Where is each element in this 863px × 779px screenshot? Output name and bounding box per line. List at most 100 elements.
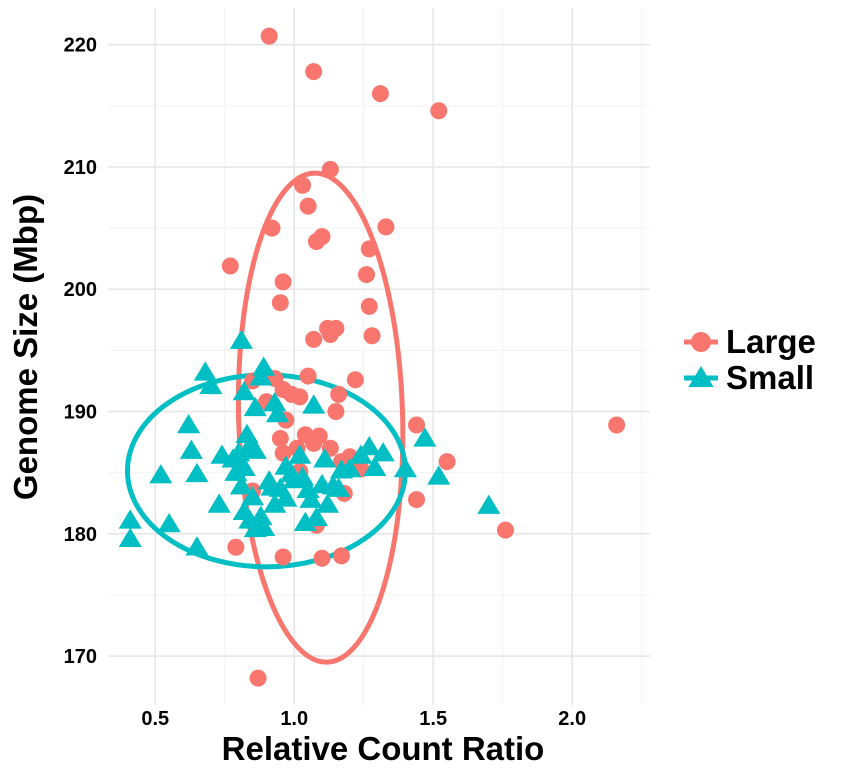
series-small (118, 329, 501, 556)
point-small (118, 509, 142, 529)
point-small (157, 513, 181, 533)
point-small (265, 402, 290, 423)
point-large (327, 403, 345, 421)
y-tick-label: 200 (64, 279, 97, 301)
point-large (274, 444, 292, 462)
point-large (260, 27, 278, 45)
point-small (207, 493, 231, 513)
point-small (199, 374, 223, 395)
x-tick-label: 1.0 (280, 708, 308, 730)
point-small (252, 356, 276, 376)
y-tick-label: 170 (64, 646, 97, 668)
point-small (274, 455, 298, 475)
point-small (118, 527, 142, 547)
point-small (243, 396, 267, 417)
point-small (299, 488, 323, 508)
y-tick-label: 210 (64, 157, 97, 179)
point-small (427, 465, 451, 485)
point-large (360, 240, 378, 258)
legend-label: Large (726, 323, 816, 360)
point-large (321, 325, 339, 343)
point-small (363, 456, 387, 477)
point-small (327, 477, 351, 497)
point-large (305, 63, 323, 81)
point-small (179, 439, 203, 459)
point-large (249, 669, 267, 687)
point-small (288, 444, 312, 464)
point-small (193, 361, 217, 381)
point-small (329, 459, 354, 479)
point-small (477, 494, 501, 514)
point-large (274, 548, 292, 566)
point-small (282, 469, 306, 489)
point-large (496, 521, 514, 539)
x-axis-title: Relative Count Ratio (222, 730, 545, 767)
point-small (227, 442, 251, 462)
point-large (363, 327, 381, 345)
series-large (221, 27, 626, 687)
point-large (321, 160, 339, 178)
point-small (232, 380, 256, 401)
point-small (263, 391, 287, 412)
point-large (291, 388, 309, 406)
point-small (177, 413, 201, 434)
point-large (305, 434, 323, 452)
y-tick-label: 190 (64, 402, 97, 424)
point-large (360, 297, 378, 315)
point-small (413, 427, 437, 447)
point-large (438, 453, 456, 471)
point-large (271, 294, 289, 312)
point-small (393, 457, 417, 478)
point-large (274, 273, 292, 291)
legend-label: Small (726, 359, 814, 396)
ellipse-large (235, 170, 406, 665)
point-large (377, 218, 395, 236)
point-large (263, 219, 281, 237)
point-small (316, 493, 340, 513)
point-small (149, 464, 173, 484)
point-large (408, 416, 426, 434)
point-small (293, 511, 317, 532)
point-small (313, 448, 337, 468)
point-large (307, 233, 325, 251)
point-large (330, 385, 348, 403)
point-large (408, 491, 426, 509)
point-small (243, 439, 267, 459)
x-tick-label: 1.5 (419, 708, 447, 730)
point-large (332, 547, 350, 565)
point-small (274, 487, 298, 507)
x-tick-label: 0.5 (141, 708, 169, 730)
y-axis-ticks: 170 180 190 200 210 220 (64, 35, 97, 668)
point-large (305, 330, 323, 348)
point-large (294, 176, 312, 194)
point-large (227, 538, 245, 556)
point-large (430, 102, 448, 120)
legend-triangle-key (688, 366, 714, 387)
point-large (313, 549, 331, 567)
point-small (185, 462, 209, 483)
point-small (232, 456, 256, 477)
point-small (296, 478, 320, 499)
y-tick-label: 220 (64, 35, 97, 57)
point-small (249, 366, 273, 386)
point-small (371, 442, 395, 462)
point-large (299, 367, 317, 385)
point-small (240, 486, 265, 506)
point-large (221, 257, 239, 275)
point-small (357, 435, 381, 456)
point-small (235, 423, 259, 444)
point-small (229, 475, 253, 495)
x-tick-label: 2.0 (558, 708, 586, 730)
point-large (271, 429, 289, 447)
point-small (263, 493, 287, 513)
point-small (302, 394, 326, 414)
legend-circle-key (691, 332, 711, 352)
point-large (346, 371, 364, 389)
legend-item-small: Small (684, 359, 814, 396)
point-small (249, 505, 273, 525)
point-small (185, 536, 209, 556)
point-large (299, 197, 317, 215)
x-axis-ticks: 0.5 1.0 1.5 2.0 (141, 708, 586, 730)
